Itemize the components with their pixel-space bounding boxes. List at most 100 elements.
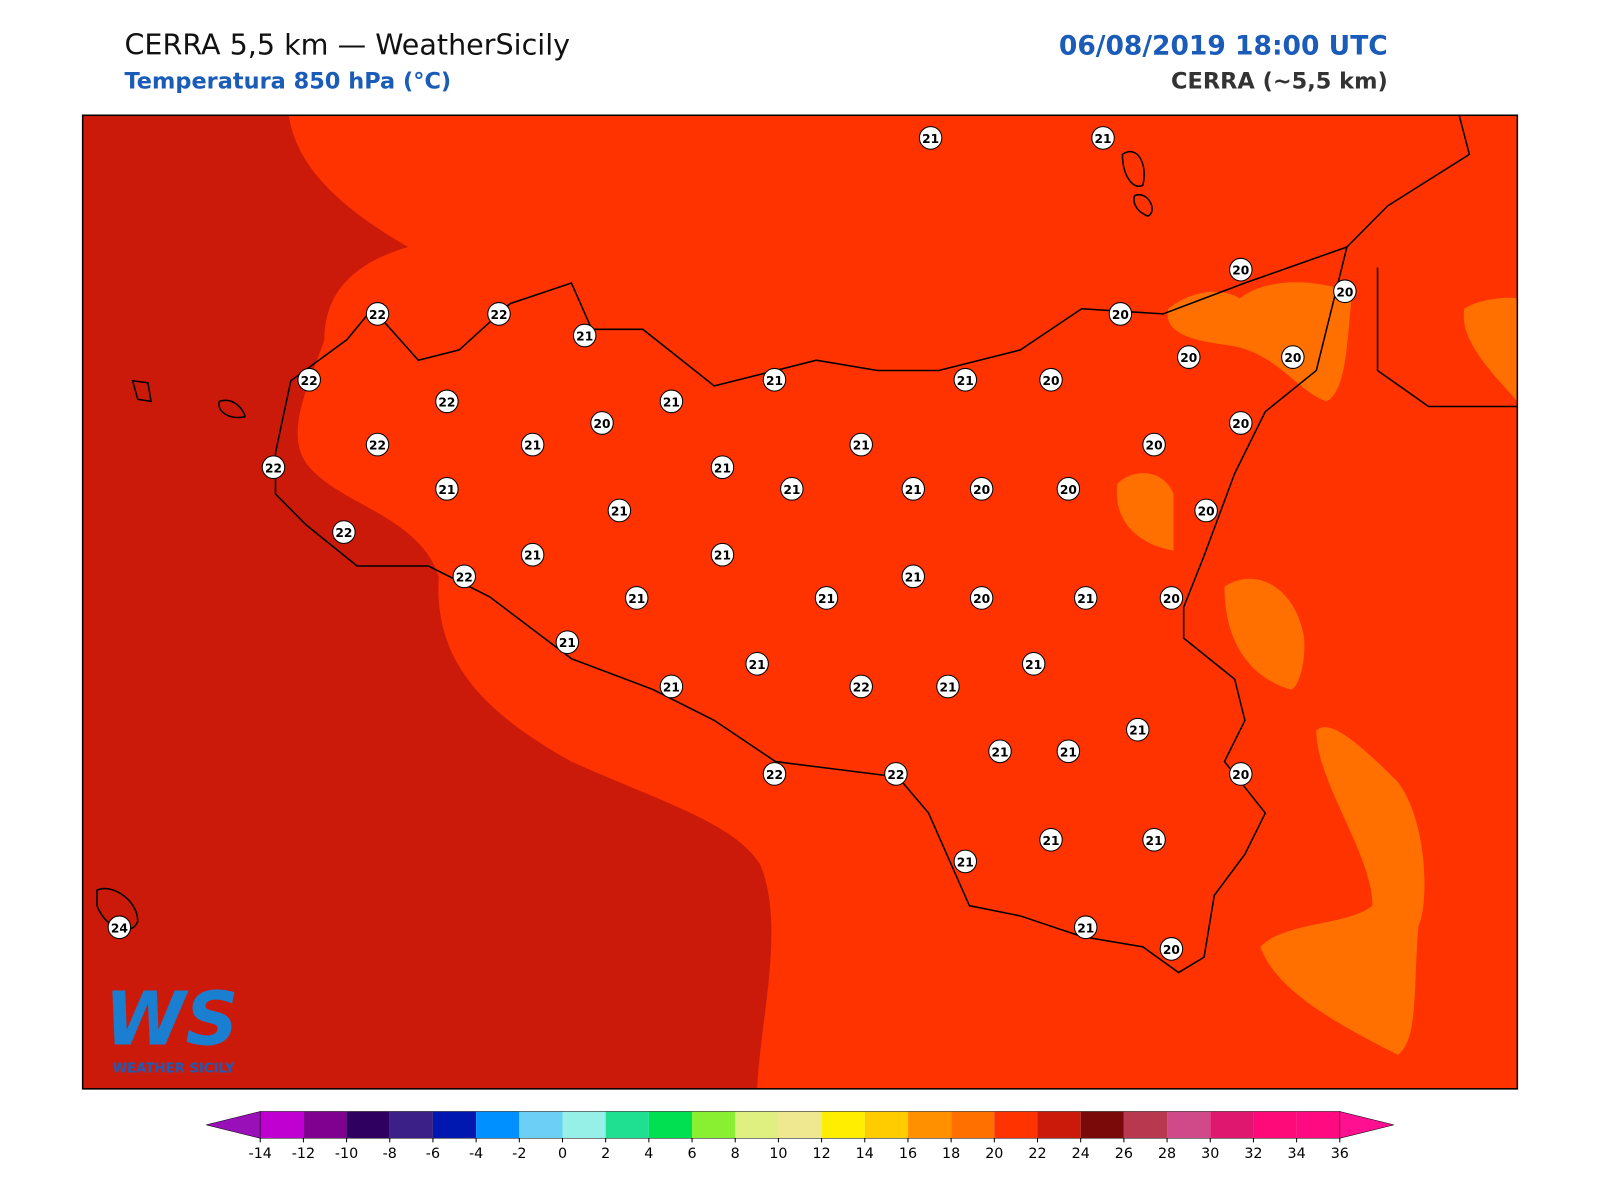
station-marker <box>918 126 943 150</box>
station-value: 21 <box>939 680 956 694</box>
station-marker <box>261 455 286 480</box>
colorbar-tick-label: 28 <box>1158 1146 1176 1162</box>
station-marker <box>988 739 1012 764</box>
station-value: 21 <box>663 395 680 409</box>
station-marker <box>901 564 925 589</box>
station-marker <box>1021 651 1046 676</box>
station-value: 20 <box>1163 943 1180 957</box>
station-value: 21 <box>663 680 680 694</box>
station-value: 21 <box>576 330 593 344</box>
colorbar-segment <box>1037 1111 1081 1139</box>
station-marker <box>762 762 787 786</box>
station-value: 20 <box>1163 592 1180 606</box>
station-value: 21 <box>438 483 455 497</box>
station-value: 21 <box>1095 132 1112 146</box>
colorbar-segment <box>519 1111 563 1139</box>
station-marker <box>1091 126 1115 150</box>
station-value: 21 <box>1146 834 1163 848</box>
station-marker <box>901 477 925 501</box>
islands <box>96 151 1153 931</box>
station-marker <box>1126 717 1150 742</box>
station-marker <box>365 432 390 457</box>
colorbar-tick-label: 34 <box>1288 1146 1306 1162</box>
station-value: 20 <box>1146 439 1163 453</box>
colorbar-tick-label: 6 <box>687 1146 696 1162</box>
station-marker <box>1177 345 1201 369</box>
colorbar-segment <box>432 1111 477 1139</box>
logo-mark: WS <box>104 977 238 1062</box>
station-value: 20 <box>1232 264 1249 278</box>
station-value: 22 <box>456 570 473 584</box>
colorbar-tick-label: 26 <box>1115 1146 1133 1162</box>
colorbar-segment <box>260 1111 304 1139</box>
station-value: 21 <box>714 461 731 475</box>
station-value: 21 <box>853 439 870 453</box>
station-marker <box>520 542 545 567</box>
station-value: 22 <box>853 680 870 694</box>
station-value: 21 <box>1025 658 1042 672</box>
colorbar-tick-label: -10 <box>335 1146 358 1162</box>
colorbar-frame <box>259 1111 1341 1139</box>
station-value: 21 <box>749 658 766 672</box>
colorbar-segment <box>821 1111 865 1139</box>
station-value: 21 <box>524 549 541 563</box>
map: 21 21 20 20 22 22 21 20 20 20 22 21 21 20 22 21 20 20 22 21… <box>81 114 1519 1090</box>
station-marker <box>520 432 545 457</box>
station-marker <box>762 367 787 392</box>
colorbar-segment <box>735 1111 779 1139</box>
colorbar-tick-label: 18 <box>942 1146 960 1162</box>
station-value: 20 <box>594 417 611 431</box>
colorbar-tick-label: -2 <box>512 1146 526 1162</box>
colorbar-tick-label: 10 <box>769 1146 787 1162</box>
colorbar-segment <box>562 1111 606 1139</box>
station-value: 22 <box>301 374 318 388</box>
colorbar-segment <box>1210 1111 1254 1139</box>
colorbar-segment <box>951 1111 995 1139</box>
station-marker <box>487 302 511 326</box>
station-marker <box>1229 411 1253 435</box>
station-marker <box>780 477 804 501</box>
colorbar-segment <box>346 1111 390 1139</box>
station-value: 21 <box>714 549 731 563</box>
colorbar: -14 -12 -10 -8 -6 -4 -2 0 2 4 6 8 10 12 14 16 18 20 22 24 26… <box>206 1111 1394 1162</box>
colorbar-tick-label: 12 <box>813 1146 831 1162</box>
station-marker <box>936 674 960 699</box>
map-frame <box>81 114 1519 1090</box>
station-value: 22 <box>766 768 783 782</box>
colorbar-segment <box>1080 1111 1124 1139</box>
station-value: 22 <box>887 768 904 782</box>
colorbar-tick-label: 20 <box>985 1146 1003 1162</box>
field-18-20 <box>1116 282 1518 1055</box>
station-value: 21 <box>1060 745 1077 759</box>
colorbar-tick-label: 22 <box>1028 1146 1046 1162</box>
colorbar-segment <box>476 1111 520 1139</box>
station-value: 22 <box>369 308 386 322</box>
colorbar-tick-label: 30 <box>1201 1146 1219 1162</box>
station-value: 21 <box>783 483 800 497</box>
colorbar-segment <box>692 1111 736 1139</box>
colorbar-segment <box>994 1111 1038 1139</box>
field-22-24 <box>82 115 772 1089</box>
colorbar-segment <box>1123 1111 1168 1139</box>
station-marker <box>969 477 994 501</box>
station-marker <box>969 586 994 610</box>
colorbar-tick-label: -4 <box>469 1146 483 1162</box>
station-marker <box>435 477 459 501</box>
station-marker <box>1229 257 1253 282</box>
station-marker <box>555 630 580 655</box>
station-marker <box>953 849 978 874</box>
station-marker <box>572 323 597 348</box>
station-marker <box>365 302 390 326</box>
station-marker <box>1039 827 1063 852</box>
colorbar-tick-label: 36 <box>1331 1146 1349 1162</box>
colorbar-tick-label: -6 <box>426 1146 440 1162</box>
station-value: 21 <box>559 636 576 650</box>
station-marker <box>1194 498 1218 523</box>
colorbar-segment <box>907 1111 952 1139</box>
station-value: 21 <box>1077 592 1094 606</box>
station-marker <box>1281 345 1305 369</box>
station-marker <box>452 564 477 589</box>
station-marker <box>1333 279 1357 304</box>
station-marker <box>849 674 873 699</box>
